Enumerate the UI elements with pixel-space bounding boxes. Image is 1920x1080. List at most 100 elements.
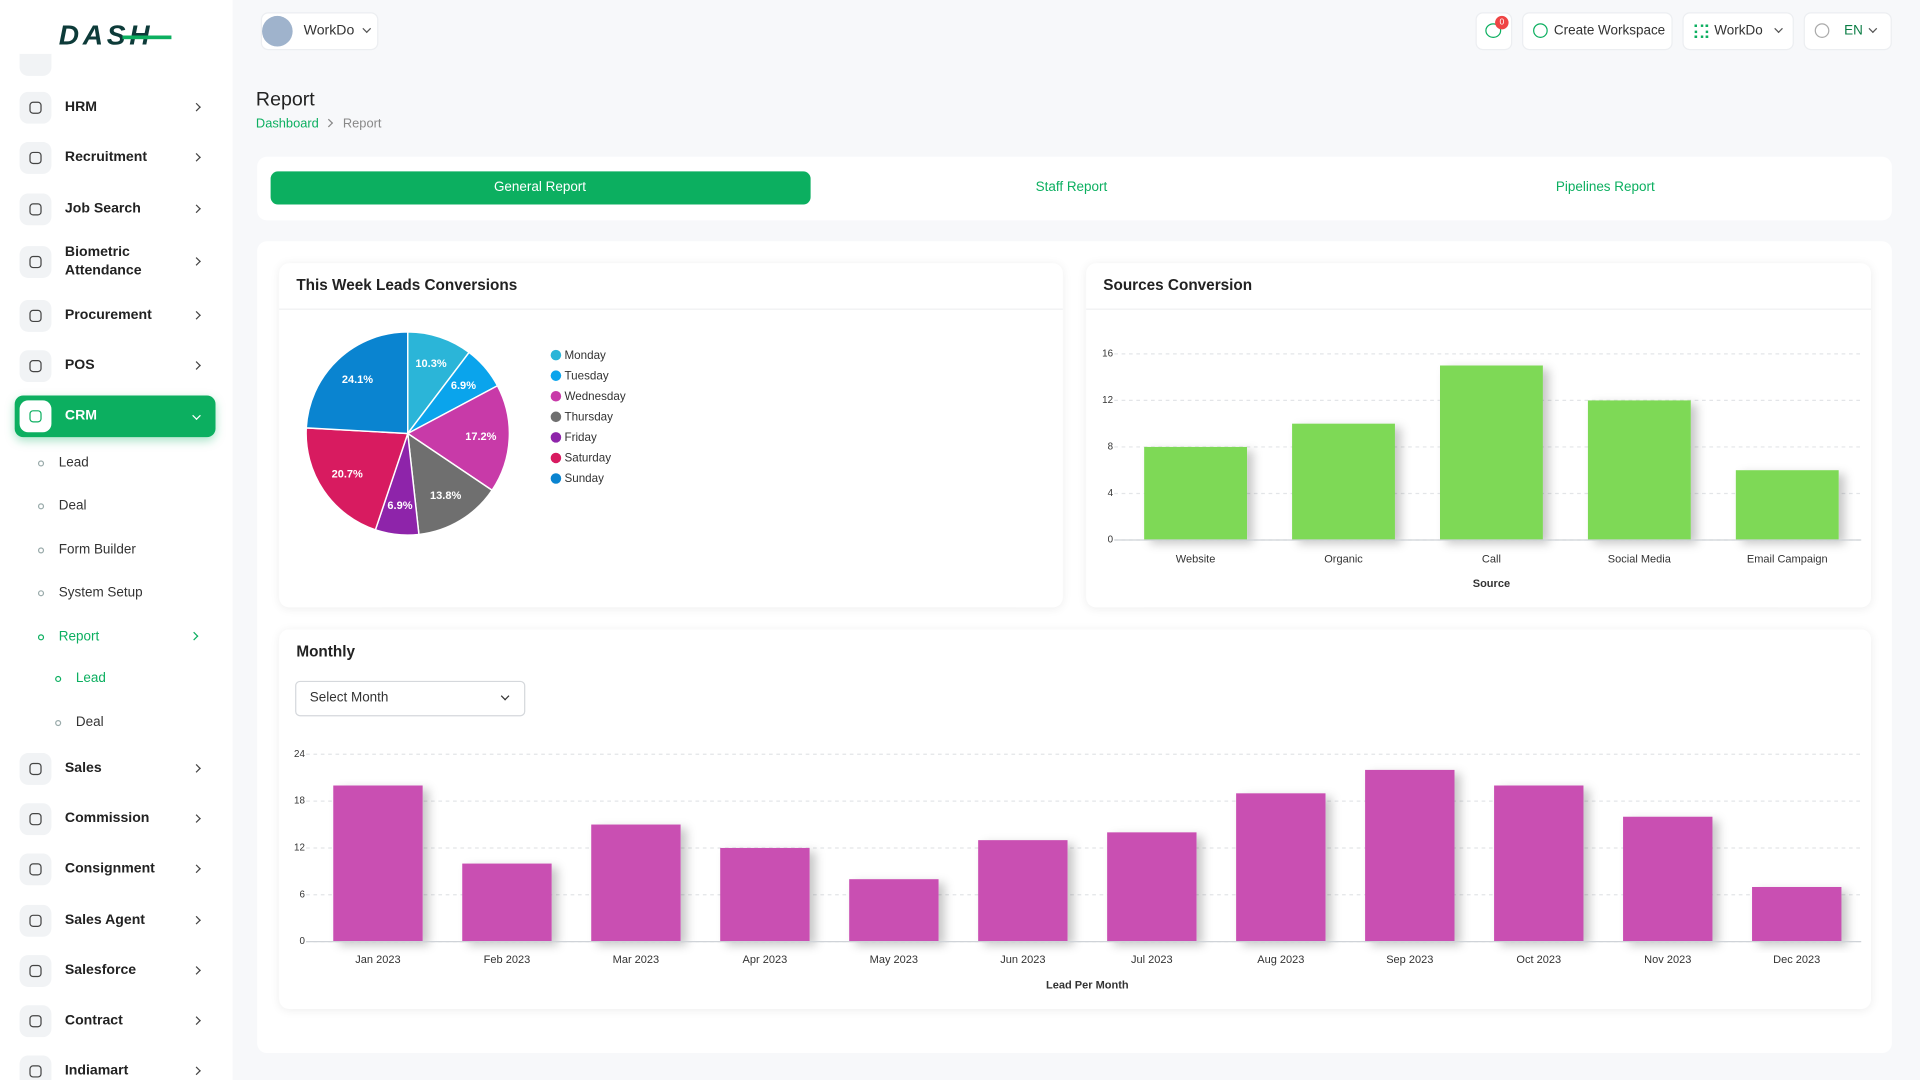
tab-active-bg [270, 171, 811, 205]
menu-icon [19, 193, 52, 226]
submenu-label[interactable]: Form Builder [58, 542, 136, 558]
x-axis-title: Source [1473, 578, 1510, 590]
menu-label[interactable]: POS [64, 358, 95, 373]
x-tick-label: Organic [1324, 553, 1363, 565]
slice-label: 20.7% [332, 468, 363, 480]
menu-icon [19, 300, 52, 332]
menu-icon [19, 803, 52, 836]
bar [1623, 816, 1713, 942]
y-tick-label: 0 [299, 936, 305, 947]
user-workspace-label: WorkDo [1714, 23, 1763, 38]
submenu-dot [37, 547, 45, 554]
menu-icon [19, 246, 52, 278]
menu-label[interactable]: Consignment [64, 861, 155, 877]
chart-title: Sources Conversion [1103, 276, 1253, 294]
pie-slice [406, 431, 494, 536]
x-tick-label: May 2023 [870, 954, 918, 966]
menu-icon-glyph [29, 914, 42, 927]
menu-label[interactable]: Commission [64, 811, 150, 826]
sidebar-top-icon [19, 53, 52, 76]
bar [462, 863, 552, 942]
menu-label[interactable]: Job Search [64, 201, 141, 217]
tab[interactable]: Pipelines Report [1555, 180, 1655, 195]
menu-label[interactable]: Procurement [64, 307, 152, 323]
legend-swatch [550, 452, 562, 464]
x-tick-label: Jan 2023 [355, 954, 400, 966]
x-tick-label: Social Media [1608, 553, 1672, 565]
month-select[interactable] [295, 680, 526, 717]
menu-label[interactable]: CRM [64, 408, 97, 424]
submenu-label[interactable]: Lead [75, 671, 106, 686]
menu-label[interactable]: Sales Agent [64, 912, 145, 928]
grid-icon [1694, 24, 1709, 38]
workspace-avatar [262, 15, 293, 47]
menu-icon [19, 853, 52, 886]
menu-icon-glyph [29, 101, 42, 114]
card-divider [279, 308, 1063, 310]
legend-label: Friday [564, 431, 596, 444]
y-tick-label: 18 [294, 796, 305, 807]
user-workspace-button[interactable] [1682, 12, 1794, 51]
x-tick-label: Sep 2023 [1386, 954, 1433, 966]
menu-icon-glyph [29, 203, 42, 216]
menu-label[interactable]: Recruitment [64, 150, 148, 165]
submenu-label[interactable]: Deal [58, 498, 87, 514]
breadcrumb-current: Report [342, 116, 382, 132]
bar [1735, 470, 1839, 541]
x-tick-label: Oct 2023 [1516, 954, 1561, 966]
legend-swatch [550, 349, 562, 361]
submenu-label[interactable]: Report [58, 629, 100, 645]
menu-icon [19, 91, 52, 124]
submenu-label[interactable]: System Setup [58, 585, 143, 601]
slice-label: 24.1% [342, 374, 373, 386]
menu-label[interactable]: Sales [64, 761, 102, 776]
submenu-dot [55, 675, 62, 683]
legend-label: Thursday [564, 411, 613, 424]
logo: DASH [58, 18, 154, 51]
menu-icon-glyph [29, 813, 42, 826]
slice-label: 17.2% [465, 431, 496, 443]
bar [1292, 423, 1395, 541]
bar [720, 847, 810, 942]
menu-icon-glyph [29, 360, 42, 373]
menu-icon [19, 350, 52, 383]
menu-icon-glyph [29, 964, 42, 978]
x-tick-label: Website [1176, 553, 1216, 565]
submenu-dot [37, 634, 45, 641]
x-tick-label: Apr 2023 [743, 954, 788, 966]
menu-icon-glyph [29, 1015, 42, 1028]
submenu-dot [55, 720, 62, 727]
menu-icon [19, 904, 52, 937]
legend-swatch [550, 390, 562, 402]
y-tick-label: 6 [299, 889, 305, 900]
bar [1587, 400, 1691, 541]
menu-label[interactable]: Indiamart [64, 1063, 129, 1079]
plus-icon [1533, 23, 1548, 38]
legend-swatch [550, 411, 562, 423]
bar [591, 824, 681, 942]
menu-label[interactable]: Biometric Attendance [64, 244, 142, 278]
slice-label: 10.3% [415, 358, 446, 370]
submenu-label[interactable]: Deal [75, 715, 104, 730]
slice-label: 6.9% [451, 380, 476, 392]
tab[interactable]: Staff Report [1035, 180, 1108, 195]
menu-label[interactable]: Contract [64, 1013, 123, 1028]
menu-label[interactable]: HRM [64, 99, 97, 115]
slice-label: 13.8% [430, 490, 461, 502]
y-tick-label: 16 [1102, 348, 1113, 359]
y-tick-label: 4 [1108, 488, 1114, 499]
chart-card [279, 629, 1872, 1009]
notification-badge: 0 [1495, 15, 1509, 30]
menu-icon-glyph [29, 762, 42, 776]
menu-label[interactable]: Salesforce [64, 963, 137, 978]
submenu-label[interactable]: Lead [58, 455, 89, 471]
breadcrumb-link[interactable]: Dashboard [255, 116, 319, 132]
submenu-dot [37, 503, 45, 510]
tab[interactable]: General Report [493, 180, 587, 195]
menu-icon-glyph [29, 410, 42, 423]
legend-label: Tuesday [564, 369, 608, 382]
notification-icon [1485, 23, 1502, 38]
legend-label: Wednesday [564, 390, 625, 403]
menu-icon [19, 400, 52, 433]
